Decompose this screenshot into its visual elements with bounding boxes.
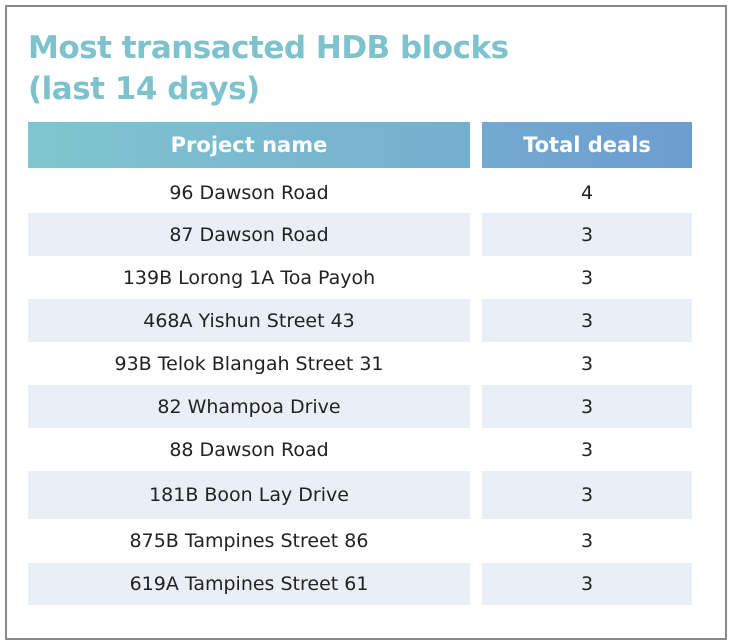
total-deals: 3 bbox=[482, 213, 692, 256]
title: Most transacted HDB blocks (last 14 days… bbox=[28, 30, 509, 107]
total-deals: 3 bbox=[580, 352, 594, 375]
total-deals: 3 bbox=[580, 266, 594, 289]
frame bbox=[5, 5, 727, 640]
total-deals: 3 bbox=[482, 563, 692, 605]
total-deals: 3 bbox=[580, 438, 594, 461]
project-name: 96 Dawson Road bbox=[169, 181, 329, 204]
column-header: Project name bbox=[28, 122, 470, 168]
total-deals: 3 bbox=[482, 471, 692, 519]
total-deals: 4 bbox=[580, 181, 594, 204]
column-header: Total deals bbox=[482, 122, 692, 168]
project-name: 88 Dawson Road bbox=[169, 438, 329, 461]
total-deals: 3 bbox=[580, 530, 594, 552]
project-name: 139B Lorong 1A Toa Payoh bbox=[122, 266, 376, 289]
project-name: 468A Yishun Street 43 bbox=[28, 299, 470, 342]
total-deals: 3 bbox=[482, 385, 692, 428]
project-name: 181B Boon Lay Drive bbox=[28, 471, 470, 519]
project-name: 875B Tampines Street 86 bbox=[129, 530, 369, 552]
project-name: 93B Telok Blangah Street 31 bbox=[114, 352, 384, 375]
total-deals: 3 bbox=[482, 299, 692, 342]
project-name: 82 Whampoa Drive bbox=[28, 385, 470, 428]
project-name: 87 Dawson Road bbox=[28, 213, 470, 256]
project-name: 619A Tampines Street 61 bbox=[28, 563, 470, 605]
